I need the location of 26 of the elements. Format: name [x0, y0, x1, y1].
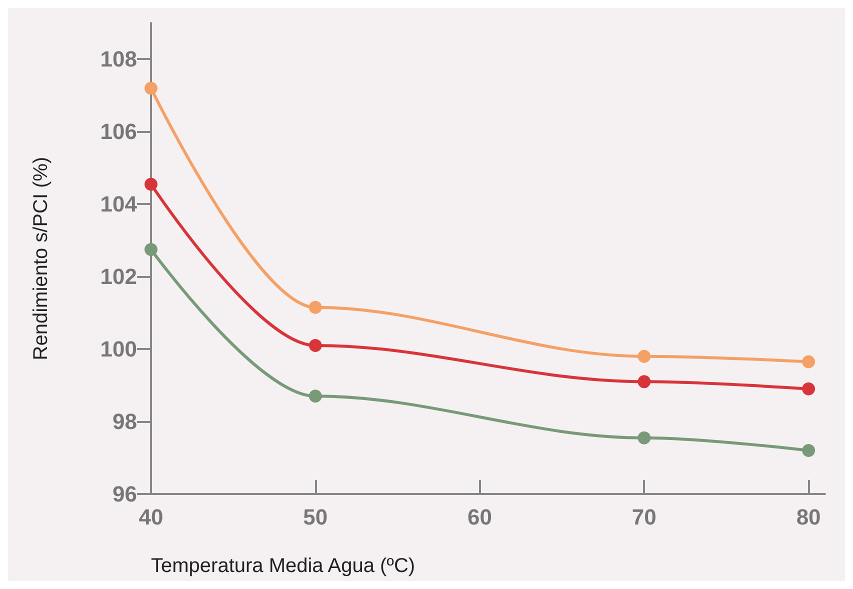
point — [144, 178, 158, 191]
y-tick-label: 98 — [112, 409, 137, 434]
point — [802, 382, 816, 396]
x-tick-label: 60 — [468, 504, 492, 530]
point — [802, 355, 816, 368]
point — [638, 350, 651, 363]
x-tick-label: 40 — [138, 504, 164, 530]
y-axis-title: Rendimiento s/PCI (%) — [30, 156, 52, 360]
point — [308, 338, 322, 352]
x-tick-label: 50 — [303, 504, 328, 530]
point — [638, 375, 651, 388]
point — [638, 431, 651, 444]
x-tick-label: 70 — [632, 504, 656, 530]
x-axis-title: Temperatura Media Agua (ºC) — [151, 555, 416, 577]
y-tick-label: 104 — [100, 192, 138, 217]
point — [144, 242, 158, 256]
y-tick-label: 106 — [100, 119, 137, 144]
y-tick-label: 102 — [100, 264, 137, 290]
point — [144, 82, 158, 95]
x-tick-label: 80 — [796, 504, 821, 530]
point — [802, 444, 816, 458]
y-tick-label: 108 — [100, 46, 137, 72]
point — [308, 390, 322, 403]
y-tick-label: 96 — [112, 482, 137, 506]
point — [308, 300, 322, 314]
y-tick-label: 100 — [100, 336, 137, 362]
